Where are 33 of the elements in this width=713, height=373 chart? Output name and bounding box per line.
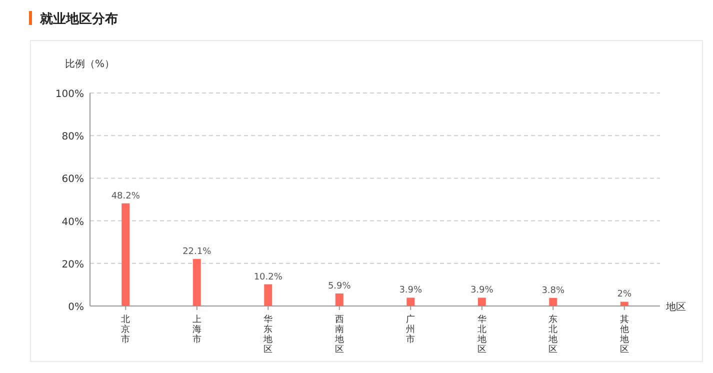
x-tick-label: 广州市 xyxy=(406,314,416,345)
bar xyxy=(549,298,558,306)
data-label: 48.2% xyxy=(111,191,140,202)
data-label: 5.9% xyxy=(328,281,352,292)
data-label: 3.9% xyxy=(399,286,422,296)
x-axis-title: 地区 xyxy=(665,301,686,313)
y-axis-title: 比例（%） xyxy=(65,58,115,70)
bar xyxy=(264,284,272,306)
data-label: 2% xyxy=(617,290,632,300)
x-tick-label: 西南地区 xyxy=(334,315,344,355)
x-tick-label: 其他地区 xyxy=(618,314,629,355)
bar xyxy=(335,293,344,306)
y-tick-label: 60% xyxy=(62,174,84,186)
bar xyxy=(406,298,415,306)
data-label: 3.8% xyxy=(542,286,565,296)
bar xyxy=(620,302,628,306)
bar xyxy=(122,203,130,306)
y-tick-label: 0% xyxy=(68,302,84,313)
y-tick-label: 40% xyxy=(62,216,84,228)
bar xyxy=(478,298,486,306)
y-tick-label: 20% xyxy=(62,259,84,270)
data-label: 3.9% xyxy=(470,286,494,296)
x-tick-label: 上海市 xyxy=(192,314,202,345)
x-tick-label: 华东地区 xyxy=(262,314,273,355)
data-label: 10.2% xyxy=(254,272,283,282)
data-label: 22.1% xyxy=(182,246,212,257)
y-tick-label: 80% xyxy=(62,132,84,143)
x-tick-label: 东北地区 xyxy=(548,314,558,355)
bar xyxy=(192,258,201,306)
y-tick-label: 100% xyxy=(55,89,84,100)
x-tick-label: 北京市 xyxy=(121,314,130,345)
chart-title: 就业地区分布 xyxy=(39,11,118,27)
x-tick-label: 华北地区 xyxy=(476,314,486,355)
